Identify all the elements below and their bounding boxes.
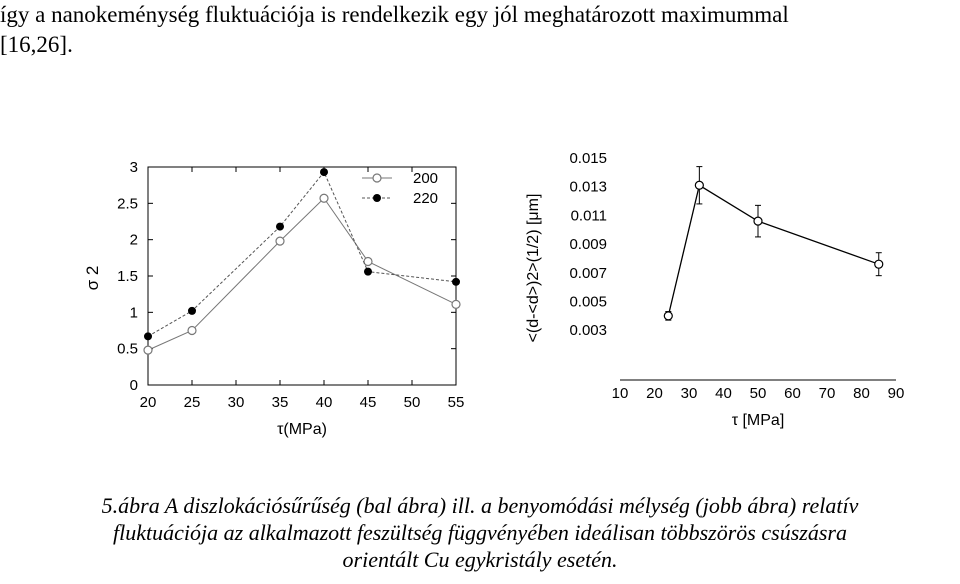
intro-paragraph: így a nanokeménység fluktuációja is rend… [0,0,960,60]
left-x-tick-label: 30 [228,394,245,411]
legend-marker-220 [373,194,381,202]
left-x-tick-label: 25 [184,394,201,411]
right-series-line [667,184,879,317]
right-y-tick-label: 0.005 [569,294,607,311]
left-series-line-220 [147,171,457,337]
left-point-200 [363,256,373,267]
right-y-axis-label: <(d-<d>)2>(1/2) [μm] [525,194,542,343]
right-y-tick-label: 0.003 [569,322,607,339]
intro-line-2: [16,26]. [0,32,73,57]
left-y-tick-label: 2 [130,232,138,249]
left-point-220 [144,332,152,341]
caption-line-2: fluktuációja az alkalmazott feszültség f… [113,520,847,545]
right-x-tick-label: 60 [784,385,801,402]
figure-caption: 5.ábra A diszlokációsűrűség (bal ábra) i… [0,492,960,573]
right-point [874,259,884,269]
right-x-tick-label: 50 [750,385,767,402]
right-point [694,180,704,190]
left-y-tick-label: 2.5 [117,195,138,212]
caption-line-1: 5.ábra A diszlokációsűrűség (bal ábra) i… [101,493,859,518]
left-point-220 [452,277,460,286]
left-y-axis-label: σ 2 [83,266,102,291]
right-point [663,311,673,321]
left-point-200 [319,193,329,203]
left-point-220 [320,168,328,177]
left-series-line-200 [147,197,457,351]
left-point-200 [143,345,153,355]
left-y-tick-label: 0.5 [117,341,138,358]
left-point-220 [188,306,196,315]
left-x-tick-label: 20 [140,394,157,411]
left-x-axis-label: τ(MPa) [277,421,327,438]
legend-label-200: 200 [413,170,438,187]
left-chart: 20 25 30 35 40 45 50 55 0 0.5 1 1.5 2 2.5 3 τ(MPa) σ 2 20… [83,159,464,438]
right-x-tick-label: 40 [715,385,732,402]
left-x-tick-label: 55 [448,394,465,411]
right-y-tick-label: 0.009 [569,236,607,253]
legend-marker-200 [372,173,382,183]
right-chart: 10 20 30 40 50 60 70 80 90 0.015 0.013 0.011 0.009 0.… [525,150,904,429]
left-y-tick-label: 0 [130,377,138,394]
right-x-tick-label: 10 [612,385,629,402]
right-x-tick-label: 80 [853,385,870,402]
legend-label-220: 220 [413,190,438,207]
left-point-200 [275,236,285,246]
left-y-tick-label: 1 [130,304,138,321]
left-point-220 [364,267,372,276]
right-x-tick-label: 30 [681,385,698,402]
right-y-tick-label: 0.013 [569,179,607,196]
intro-line-1: így a nanokeménység fluktuációja is rend… [0,2,789,27]
right-point [753,216,763,226]
left-y-tick-label: 3 [130,159,138,176]
left-point-200 [451,299,461,309]
left-x-tick-label: 40 [316,394,333,411]
left-x-tick-label: 35 [272,394,289,411]
right-x-axis-label: τ [MPa] [732,412,785,429]
left-x-tick-label: 50 [404,394,421,411]
caption-line-3: orientált Cu egykristály esetén. [342,547,618,572]
right-x-tick-label: 90 [888,385,905,402]
left-point-220 [276,222,284,231]
right-x-tick-label: 20 [646,385,663,402]
right-x-tick-label: 70 [819,385,836,402]
right-y-tick-label: 0.015 [569,150,607,167]
left-y-tick-label: 1.5 [117,268,138,285]
left-point-200 [187,325,197,336]
right-y-tick-label: 0.007 [569,265,607,282]
left-x-tick-label: 45 [360,394,377,411]
right-y-tick-label: 0.011 [571,207,607,224]
